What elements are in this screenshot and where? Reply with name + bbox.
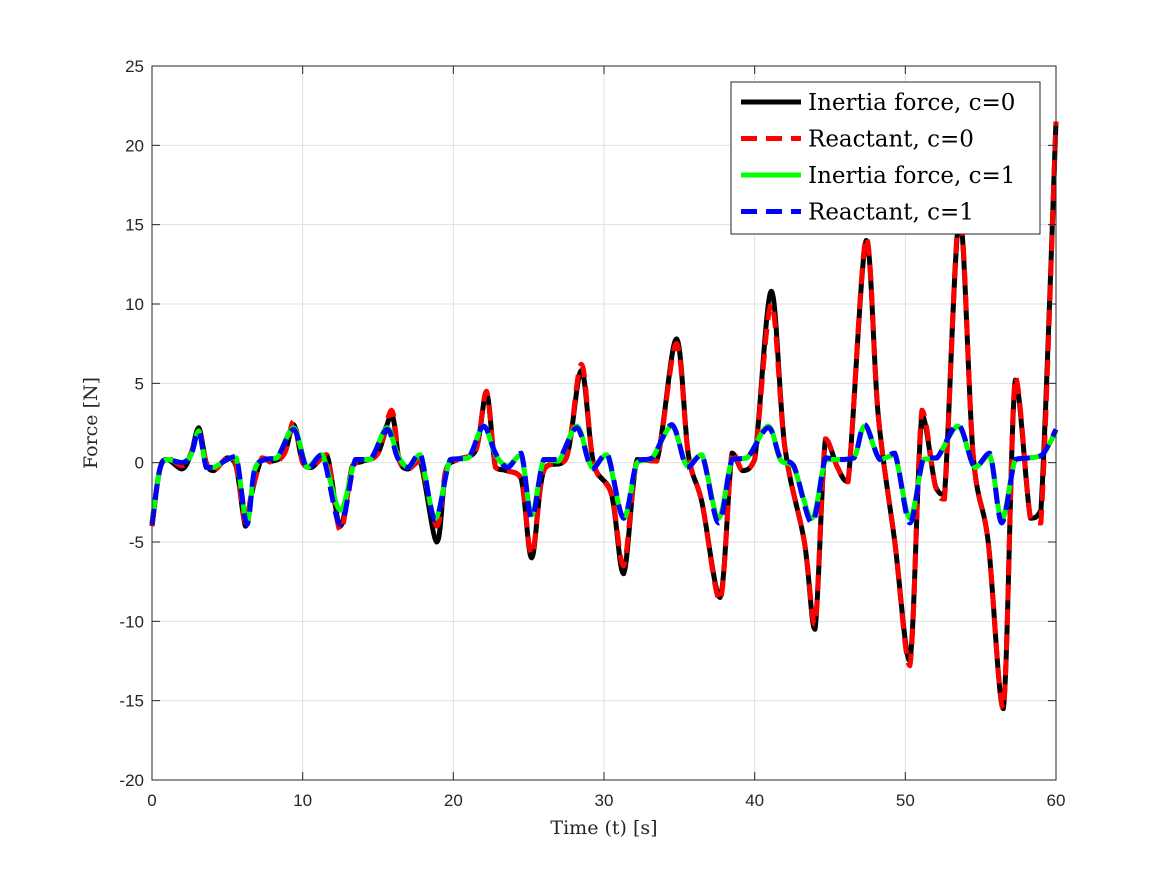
y-tick-label: 10	[125, 295, 144, 314]
series-layer	[149, 121, 1059, 712]
legend-box	[730, 81, 1041, 235]
legend-label: Reactant, c=0	[808, 127, 974, 153]
y-tick-label: -5	[129, 533, 144, 552]
y-tick-label: -15	[119, 692, 144, 711]
legend-label: Inertia force, c=0	[808, 90, 1015, 116]
legend-entry: Inertia force, c=1	[741, 163, 1015, 189]
x-tick-label: 0	[147, 791, 156, 810]
y-tick-label: 15	[125, 216, 144, 235]
series-line-reactant-c1	[149, 422, 1059, 528]
legend-entry: Inertia force, c=0	[741, 90, 1015, 116]
x-axis-title: Time (t) [s]	[550, 817, 657, 839]
y-tick-labels: -20 -15 -10 -5 0 5 10 15 20 25	[119, 57, 144, 790]
x-tick-label: 20	[444, 791, 463, 810]
y-tick-label: 5	[135, 374, 144, 393]
y-tick-label: 0	[135, 454, 144, 473]
x-tick-label: 40	[745, 791, 764, 810]
y-tick-label: -20	[119, 771, 144, 790]
legend: Inertia force, c=0 Reactant, c=0 Inertia f…	[730, 81, 1041, 235]
y-axis-title: Force [N]	[80, 377, 102, 469]
legend-label: Inertia force, c=1	[808, 163, 1015, 189]
tick-marks	[151, 65, 1057, 781]
x-tick-label: 50	[896, 791, 915, 810]
legend-label: Reactant, c=1	[808, 200, 974, 226]
legend-entry: Reactant, c=1	[741, 200, 974, 226]
x-tick-label: 10	[293, 791, 312, 810]
y-tick-label: 20	[125, 136, 144, 155]
y-tick-label: 25	[125, 57, 144, 76]
x-tick-label: 30	[595, 791, 614, 810]
series-line-reactant-c0	[149, 121, 1059, 712]
x-tick-label: 60	[1047, 791, 1066, 810]
x-tick-labels: 0 10 20 30 40 50 60	[147, 791, 1065, 810]
y-tick-label: -10	[119, 612, 144, 631]
legend-entry: Reactant, c=0	[741, 127, 974, 153]
